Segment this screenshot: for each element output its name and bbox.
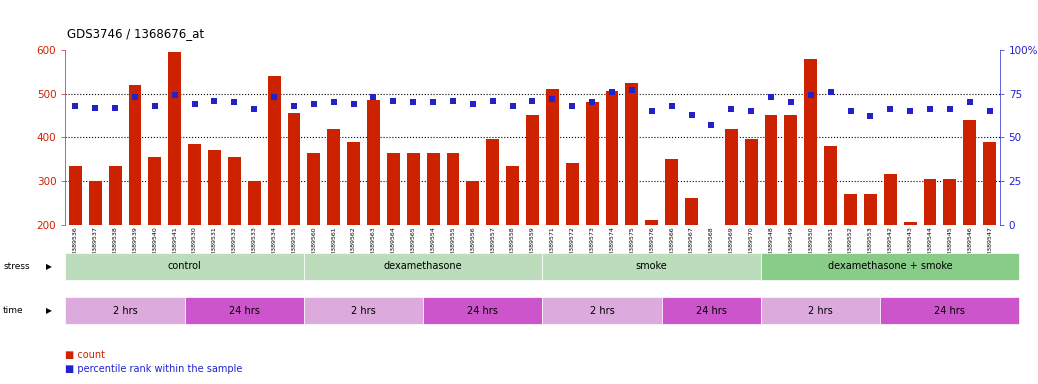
Text: smoke: smoke bbox=[636, 262, 667, 271]
Text: ▶: ▶ bbox=[46, 306, 52, 315]
Bar bbox=[327, 129, 340, 225]
Bar bbox=[248, 181, 261, 225]
Text: ■ count: ■ count bbox=[65, 350, 106, 360]
Bar bbox=[208, 151, 221, 225]
Bar bbox=[765, 116, 777, 225]
Bar bbox=[804, 59, 817, 225]
Text: stress: stress bbox=[3, 262, 30, 271]
Text: control: control bbox=[168, 262, 201, 271]
Bar bbox=[744, 139, 758, 225]
Text: time: time bbox=[3, 306, 24, 315]
Bar bbox=[585, 103, 599, 225]
Text: 24 hrs: 24 hrs bbox=[228, 306, 260, 316]
Bar bbox=[626, 83, 638, 225]
Bar bbox=[427, 152, 439, 225]
Bar bbox=[288, 113, 300, 225]
Text: 24 hrs: 24 hrs bbox=[695, 306, 727, 316]
Bar bbox=[983, 142, 996, 225]
Bar bbox=[785, 116, 797, 225]
Bar bbox=[407, 152, 419, 225]
Bar bbox=[446, 152, 460, 225]
Bar bbox=[129, 85, 141, 225]
Bar bbox=[466, 181, 480, 225]
Bar bbox=[605, 91, 619, 225]
Text: 2 hrs: 2 hrs bbox=[809, 306, 834, 316]
Bar bbox=[924, 179, 936, 225]
Bar bbox=[486, 139, 499, 225]
Bar bbox=[109, 166, 121, 225]
Bar bbox=[387, 152, 400, 225]
Bar bbox=[367, 100, 380, 225]
Bar bbox=[566, 164, 579, 225]
Bar bbox=[188, 144, 201, 225]
Text: 24 hrs: 24 hrs bbox=[934, 306, 965, 316]
Bar bbox=[69, 166, 82, 225]
Bar bbox=[883, 174, 897, 225]
Bar bbox=[268, 76, 280, 225]
Bar bbox=[148, 157, 161, 225]
Bar bbox=[526, 116, 539, 225]
Bar bbox=[228, 157, 241, 225]
Text: 2 hrs: 2 hrs bbox=[113, 306, 137, 316]
Bar bbox=[725, 129, 738, 225]
Bar bbox=[507, 166, 519, 225]
Bar bbox=[963, 120, 976, 225]
Bar bbox=[168, 52, 182, 225]
Text: GDS3746 / 1368676_at: GDS3746 / 1368676_at bbox=[67, 27, 204, 40]
Bar bbox=[685, 199, 698, 225]
Bar bbox=[944, 179, 956, 225]
Bar bbox=[844, 194, 857, 225]
Bar bbox=[646, 220, 658, 225]
Bar bbox=[546, 89, 558, 225]
Bar bbox=[864, 194, 877, 225]
Text: 2 hrs: 2 hrs bbox=[590, 306, 614, 316]
Text: ▶: ▶ bbox=[46, 262, 52, 271]
Bar bbox=[307, 152, 321, 225]
Bar bbox=[347, 142, 360, 225]
Bar bbox=[904, 222, 917, 225]
Text: 24 hrs: 24 hrs bbox=[467, 306, 498, 316]
Text: ■ percentile rank within the sample: ■ percentile rank within the sample bbox=[65, 364, 243, 374]
Bar bbox=[89, 181, 102, 225]
Text: 2 hrs: 2 hrs bbox=[351, 306, 376, 316]
Bar bbox=[824, 146, 837, 225]
Text: dexamethasone: dexamethasone bbox=[384, 262, 463, 271]
Bar bbox=[665, 159, 678, 225]
Text: dexamethasone + smoke: dexamethasone + smoke bbox=[828, 262, 953, 271]
Bar bbox=[705, 225, 718, 233]
